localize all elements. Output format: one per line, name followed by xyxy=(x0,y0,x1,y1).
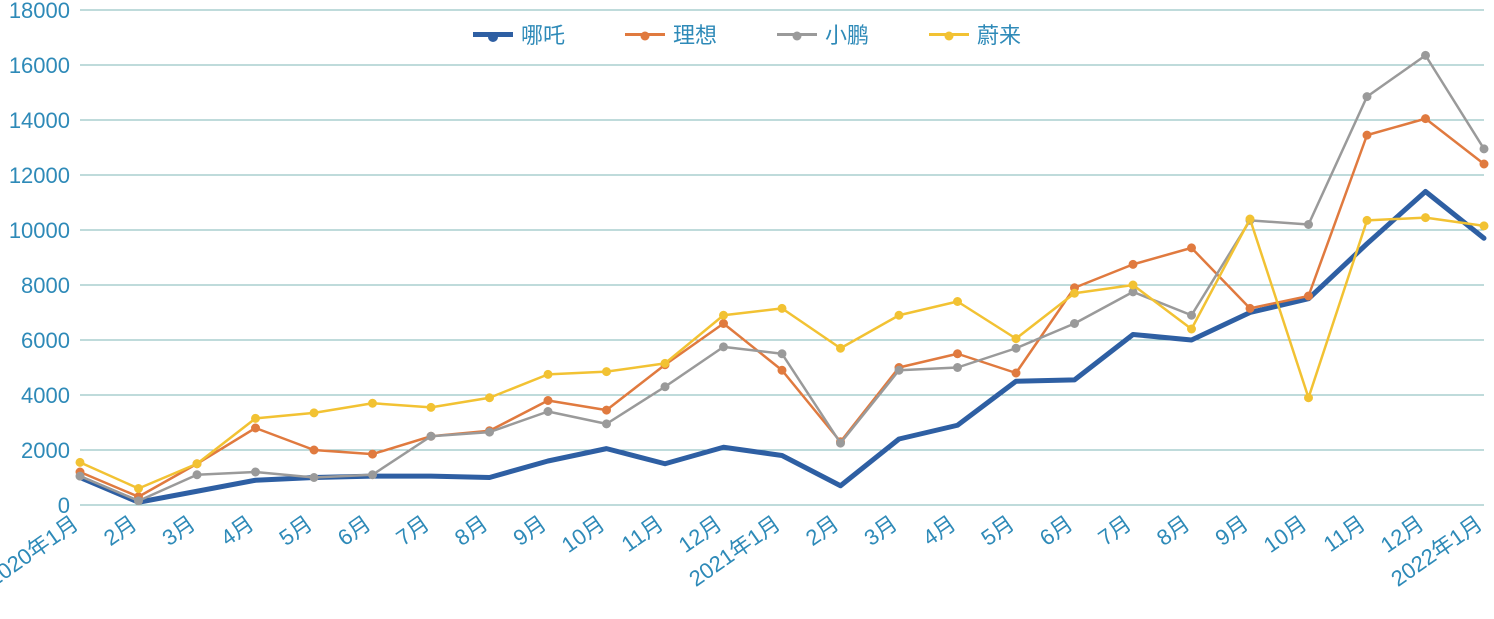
series-marker xyxy=(1305,292,1313,300)
x-tick-label: 9月 xyxy=(1210,511,1252,551)
series-marker xyxy=(135,497,143,505)
y-tick-label: 16000 xyxy=(9,53,70,78)
series-marker xyxy=(544,397,552,405)
x-tick-label: 2020年1月 xyxy=(0,511,83,592)
series-marker xyxy=(1012,369,1020,377)
x-tick-label: 5月 xyxy=(274,511,316,551)
series-marker xyxy=(837,344,845,352)
y-tick-label: 2000 xyxy=(21,438,70,463)
series-marker xyxy=(252,414,260,422)
y-tick-label: 4000 xyxy=(21,383,70,408)
series-marker xyxy=(544,408,552,416)
series-marker xyxy=(837,439,845,447)
series-marker xyxy=(895,311,903,319)
series-marker xyxy=(486,428,494,436)
series-marker xyxy=(1129,281,1137,289)
series-marker xyxy=(1129,260,1137,268)
x-tick-label: 7月 xyxy=(391,511,433,551)
series-marker xyxy=(1422,51,1430,59)
x-tick-label: 6月 xyxy=(1035,511,1077,551)
y-tick-label: 8000 xyxy=(21,273,70,298)
series-marker xyxy=(603,406,611,414)
series-marker xyxy=(778,350,786,358)
line-chart: 0200040006000800010000120001400016000180… xyxy=(0,0,1494,619)
series-marker xyxy=(369,471,377,479)
series-marker xyxy=(720,320,728,328)
series-marker xyxy=(778,366,786,374)
x-tick-label: 11月 xyxy=(617,511,668,557)
y-tick-label: 10000 xyxy=(9,218,70,243)
series-marker xyxy=(135,485,143,493)
series-marker xyxy=(252,424,260,432)
series-marker xyxy=(720,343,728,351)
series-line-哪吒 xyxy=(80,192,1484,503)
series-marker xyxy=(193,460,201,468)
y-tick-label: 12000 xyxy=(9,163,70,188)
series-line-小鹏 xyxy=(80,55,1484,501)
series-marker xyxy=(661,359,669,367)
x-tick-label: 8月 xyxy=(450,511,492,551)
series-marker xyxy=(1012,344,1020,352)
series-marker xyxy=(369,399,377,407)
x-tick-label: 4月 xyxy=(918,511,960,551)
series-marker xyxy=(486,394,494,402)
series-marker xyxy=(1305,394,1313,402)
series-marker xyxy=(778,304,786,312)
x-tick-label: 9月 xyxy=(508,511,550,551)
series-marker xyxy=(1363,216,1371,224)
x-tick-label: 3月 xyxy=(157,511,199,551)
series-marker xyxy=(1305,221,1313,229)
x-tick-label: 10月 xyxy=(1259,511,1311,558)
series-marker xyxy=(1480,222,1488,230)
series-marker xyxy=(1012,335,1020,343)
series-marker xyxy=(310,474,318,482)
series-marker xyxy=(1246,215,1254,223)
series-marker xyxy=(1422,115,1430,123)
y-tick-label: 6000 xyxy=(21,328,70,353)
series-marker xyxy=(193,471,201,479)
series-marker xyxy=(1480,160,1488,168)
series-marker xyxy=(369,450,377,458)
chart-svg: 0200040006000800010000120001400016000180… xyxy=(0,0,1494,619)
series-marker xyxy=(603,420,611,428)
series-marker xyxy=(720,311,728,319)
series-marker xyxy=(1246,304,1254,312)
series-marker xyxy=(954,298,962,306)
series-marker xyxy=(427,403,435,411)
x-tick-label: 4月 xyxy=(216,511,258,551)
series-marker xyxy=(252,468,260,476)
series-marker xyxy=(1071,320,1079,328)
series-marker xyxy=(1071,289,1079,297)
x-tick-label: 3月 xyxy=(859,511,901,551)
series-marker xyxy=(954,364,962,372)
x-tick-label: 6月 xyxy=(333,511,375,551)
series-marker xyxy=(1363,93,1371,101)
x-tick-label: 2月 xyxy=(99,511,141,551)
series-marker xyxy=(895,366,903,374)
series-marker xyxy=(1188,311,1196,319)
x-tick-label: 2月 xyxy=(801,511,843,551)
series-marker xyxy=(1363,131,1371,139)
y-tick-label: 14000 xyxy=(9,108,70,133)
series-marker xyxy=(1188,325,1196,333)
series-marker xyxy=(954,350,962,358)
x-tick-label: 7月 xyxy=(1093,511,1135,551)
series-marker xyxy=(603,368,611,376)
x-tick-label: 8月 xyxy=(1152,511,1194,551)
series-marker xyxy=(310,409,318,417)
x-tick-label: 5月 xyxy=(976,511,1018,551)
series-marker xyxy=(427,432,435,440)
series-marker xyxy=(76,472,84,480)
series-marker xyxy=(1480,145,1488,153)
series-marker xyxy=(661,383,669,391)
x-tick-label: 11月 xyxy=(1319,511,1370,557)
series-marker xyxy=(1422,214,1430,222)
series-marker xyxy=(1188,244,1196,252)
y-tick-label: 18000 xyxy=(9,0,70,23)
x-tick-label: 10月 xyxy=(557,511,609,558)
series-marker xyxy=(310,446,318,454)
series-marker xyxy=(544,370,552,378)
series-marker xyxy=(76,458,84,466)
